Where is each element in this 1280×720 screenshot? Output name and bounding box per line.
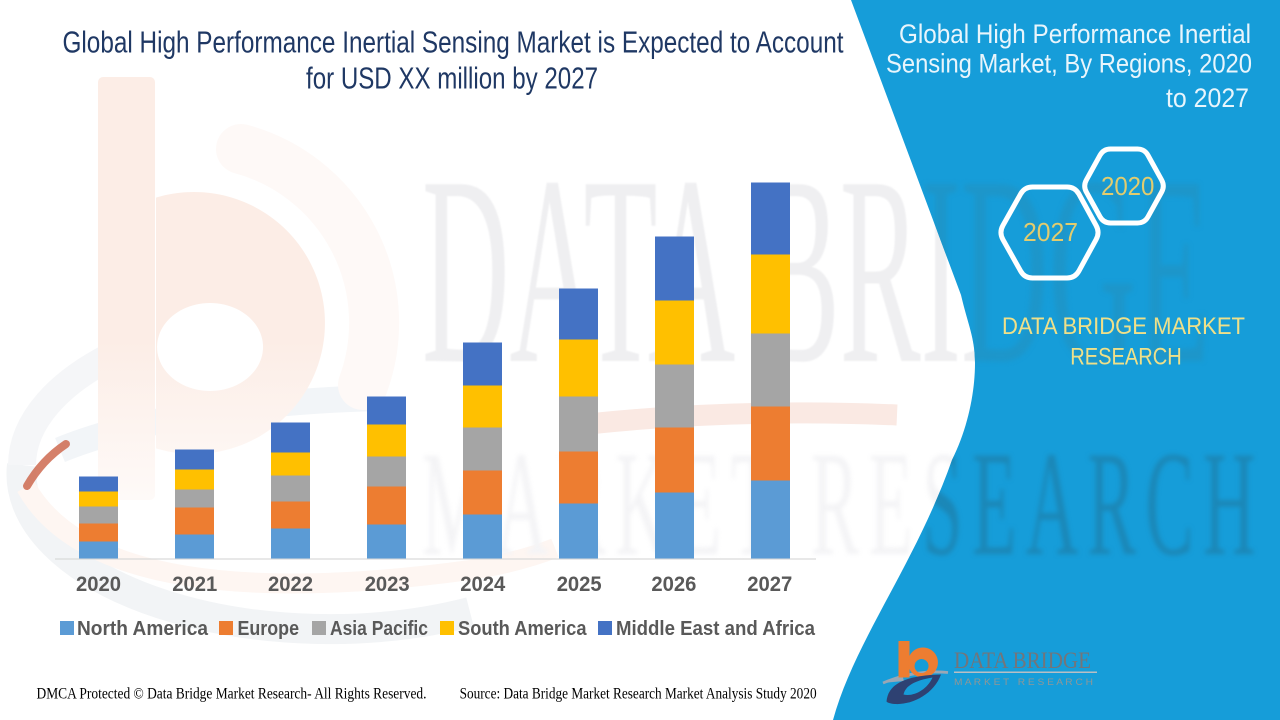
svg-text:to 2027: to 2027 xyxy=(1166,83,1249,113)
svg-text:DATA BRIDGE: DATA BRIDGE xyxy=(954,648,1091,673)
svg-text:2025: 2025 xyxy=(557,573,602,596)
svg-text:Global High Performance Inerti: Global High Performance Inertial xyxy=(899,19,1251,49)
svg-text:DATA BRIDGE MARKET: DATA BRIDGE MARKET xyxy=(1002,313,1245,340)
svg-text:North America: North America xyxy=(77,618,209,640)
svg-text:Middle East and Africa: Middle East and Africa xyxy=(616,618,816,640)
svg-text:2021: 2021 xyxy=(172,573,217,596)
svg-text:2020: 2020 xyxy=(76,573,121,596)
svg-text:Global High Performance Inerti: Global High Performance Inertial Sensing… xyxy=(63,25,844,60)
svg-text:2024: 2024 xyxy=(460,573,505,596)
svg-text:2027: 2027 xyxy=(747,573,792,596)
svg-text:Asia Pacific: Asia Pacific xyxy=(330,618,428,640)
svg-text:2022: 2022 xyxy=(268,573,313,596)
svg-text:2023: 2023 xyxy=(365,573,410,596)
svg-text:2020: 2020 xyxy=(1101,171,1155,201)
svg-text:M A R K E T R E S E A R C H: M A R K E T R E S E A R C H xyxy=(954,677,1093,687)
svg-text:2026: 2026 xyxy=(651,573,696,596)
svg-text:DMCA Protected © Data Bridge M: DMCA Protected © Data Bridge Market Rese… xyxy=(37,686,427,703)
svg-text:South America: South America xyxy=(458,618,587,640)
svg-text:RESEARCH: RESEARCH xyxy=(1070,344,1182,371)
svg-text:Sensing Market, By Regions, 20: Sensing Market, By Regions, 2020 xyxy=(886,48,1252,78)
svg-text:for USD XX million by 2027: for USD XX million by 2027 xyxy=(306,61,598,96)
svg-text:2027: 2027 xyxy=(1023,217,1078,247)
svg-text:Europe: Europe xyxy=(238,618,300,640)
svg-text:Source: Data Bridge Market Res: Source: Data Bridge Market Research Mark… xyxy=(460,686,817,703)
